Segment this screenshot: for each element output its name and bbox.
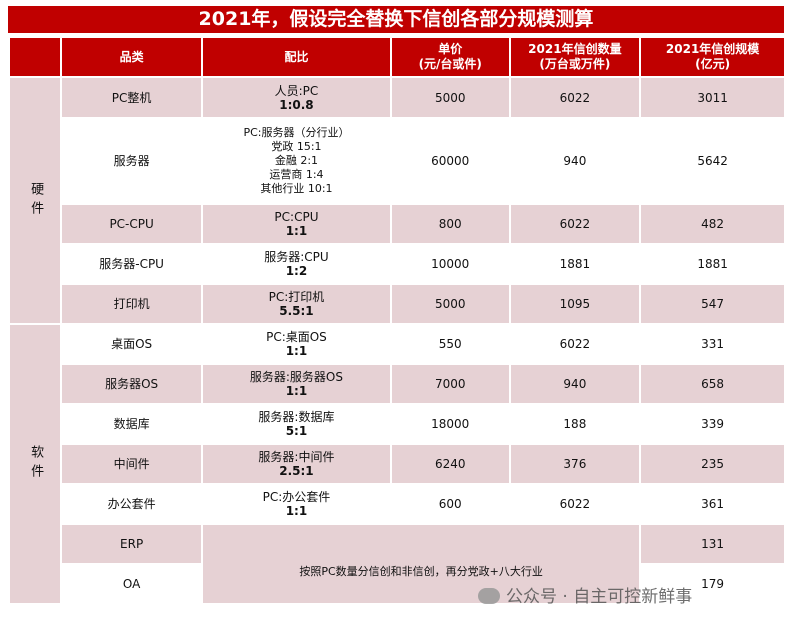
price-cell: 600 — [391, 485, 509, 523]
header-group-cell — [10, 38, 61, 76]
ratio-cell: 服务器:CPU 1:2 — [202, 245, 390, 283]
ratio-cell: 服务器:数据库 5:1 — [202, 405, 390, 443]
scale-cell: 339 — [641, 405, 784, 443]
qty-cell: 6022 — [510, 485, 640, 523]
table-row: 打印机 PC:打印机 5.5:1 5000 1095 547 — [10, 285, 784, 323]
group-software: 软件 — [10, 325, 61, 603]
qty-cell: 376 — [510, 445, 640, 483]
table-row: OA 179 — [10, 565, 784, 603]
table-row: ERP 按照PC数量分信创和非信创，再分党政+八大行业 131 — [10, 525, 784, 603]
scale-cell: 658 — [641, 365, 784, 403]
qty-cell: 940 — [510, 365, 640, 403]
ratio-cell: 服务器:服务器OS 1:1 — [202, 365, 390, 403]
scale-cell: 482 — [641, 205, 784, 243]
ratio-cell: PC:服务器（分行业） 党政 15:1 金融 2:1 运营商 1:4 其他行业 … — [202, 119, 390, 203]
price-cell: 5000 — [391, 285, 509, 323]
table-row: 服务器-CPU 服务器:CPU 1:2 10000 1881 1881 — [10, 245, 784, 283]
watermark: 公众号 · 自主可控新鲜事 — [478, 582, 692, 607]
item-name: 服务器-CPU — [62, 245, 201, 283]
qty-cell: 6022 — [510, 325, 640, 363]
scale-cell: 235 — [641, 445, 784, 483]
table-row: 数据库 服务器:数据库 5:1 18000 188 339 — [10, 405, 784, 443]
scale-cell: 179 — [641, 565, 784, 603]
item-name: 桌面OS — [62, 325, 201, 363]
ratio-cell: PC:CPU 1:1 — [202, 205, 390, 243]
estimate-table: 品类 配比 单价 (元/台或件) 2021年信创数量 (万台或万件) 2021年信创… — [8, 36, 786, 605]
table-row: 软件 桌面OS PC:桌面OS 1:1 550 6022 331 — [10, 325, 784, 603]
table-title: 2021年，假设完全替换下信创各部分规模测算 — [8, 6, 784, 33]
merged-note: 按照PC数量分信创和非信创，再分党政+八大行业 — [202, 525, 640, 603]
scale-cell: 5642 — [641, 119, 784, 203]
ratio-cell: PC:桌面OS 1:1 — [202, 325, 390, 363]
wechat-icon — [478, 588, 500, 604]
group-hardware: 硬件 — [10, 78, 61, 323]
item-name: 数据库 — [62, 405, 201, 443]
qty-cell: 6022 — [510, 205, 640, 243]
price-cell: 800 — [391, 205, 509, 243]
table-row: 办公套件 PC:办公套件 1:1 600 6022 361 — [10, 485, 784, 523]
ratio-cell: 服务器:中间件 2.5:1 — [202, 445, 390, 483]
table-row: 服务器 PC:服务器（分行业） 党政 15:1 金融 2:1 运营商 1:4 其… — [10, 119, 784, 203]
table-row: 硬件 PC整机 人员:PC 1:0.8 5000 6022 3011 — [10, 78, 784, 323]
price-cell: 7000 — [391, 365, 509, 403]
ratio-cell: 人员:PC 1:0.8 — [202, 78, 390, 117]
price-cell: 550 — [391, 325, 509, 363]
header-quantity: 2021年信创数量 (万台或万件) — [510, 38, 640, 76]
ratio-cell: PC:办公套件 1:1 — [202, 485, 390, 523]
price-cell: 18000 — [391, 405, 509, 443]
item-name: PC整机 — [62, 78, 201, 117]
item-name: 服务器 — [62, 119, 201, 203]
qty-cell: 940 — [510, 119, 640, 203]
price-cell: 60000 — [391, 119, 509, 203]
qty-cell: 1881 — [510, 245, 640, 283]
item-name: 服务器OS — [62, 365, 201, 403]
item-name: OA — [62, 565, 201, 603]
scale-cell: 3011 — [641, 78, 784, 117]
item-name: 打印机 — [62, 285, 201, 323]
header-ratio: 配比 — [202, 38, 390, 76]
table-row: 服务器OS 服务器:服务器OS 1:1 7000 940 658 — [10, 365, 784, 403]
item-name: ERP — [62, 525, 201, 563]
header-category: 品类 — [62, 38, 201, 76]
scale-cell: 331 — [641, 325, 784, 363]
table-row: PC-CPU PC:CPU 1:1 800 6022 482 — [10, 205, 784, 243]
price-cell: 10000 — [391, 245, 509, 283]
scale-cell: 1881 — [641, 245, 784, 283]
header-scale: 2021年信创规模 (亿元) — [641, 38, 784, 76]
price-cell: 5000 — [391, 78, 509, 117]
qty-cell: 188 — [510, 405, 640, 443]
item-name: 办公套件 — [62, 485, 201, 523]
scale-cell: 361 — [641, 485, 784, 523]
qty-cell: 6022 — [510, 78, 640, 117]
header-unit-price: 单价 (元/台或件) — [391, 38, 509, 76]
item-name: PC-CPU — [62, 205, 201, 243]
item-name: 中间件 — [62, 445, 201, 483]
table-row: 中间件 服务器:中间件 2.5:1 6240 376 235 — [10, 445, 784, 483]
scale-cell: 547 — [641, 285, 784, 323]
ratio-cell: PC:打印机 5.5:1 — [202, 285, 390, 323]
header-row: 品类 配比 单价 (元/台或件) 2021年信创数量 (万台或万件) 2021年信创… — [10, 38, 784, 76]
scale-cell: 131 — [641, 525, 784, 563]
price-cell: 6240 — [391, 445, 509, 483]
qty-cell: 1095 — [510, 285, 640, 323]
